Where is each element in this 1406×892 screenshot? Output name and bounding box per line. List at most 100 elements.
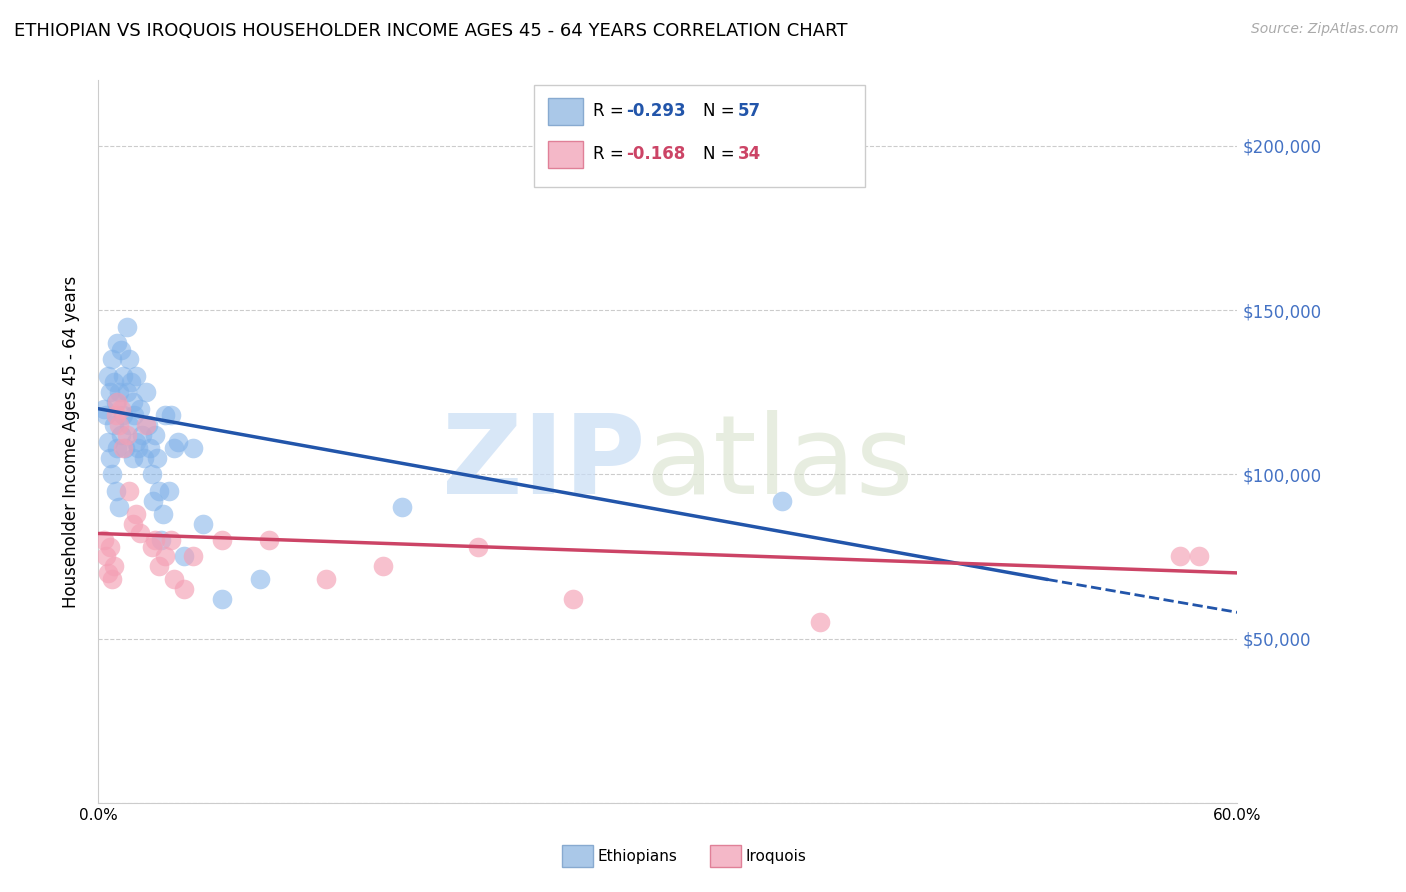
- Point: [148, 559, 170, 574]
- Point: [112, 368, 135, 383]
- Point: [1170, 549, 1192, 564]
- Point: [159, 409, 181, 423]
- Point: [135, 418, 157, 433]
- Point: [97, 434, 120, 449]
- Point: [112, 441, 135, 455]
- Point: [135, 385, 157, 400]
- Point: [391, 500, 413, 515]
- Point: [141, 467, 163, 482]
- Point: [152, 507, 174, 521]
- Text: R =: R =: [593, 145, 630, 163]
- Point: [249, 573, 271, 587]
- Point: [104, 483, 127, 498]
- Point: [104, 409, 127, 423]
- Point: [145, 428, 167, 442]
- Point: [770, 493, 793, 508]
- Point: [163, 573, 186, 587]
- Point: [167, 434, 190, 449]
- Point: [183, 441, 205, 455]
- Point: [94, 409, 117, 423]
- Point: [115, 385, 138, 400]
- Text: -0.293: -0.293: [626, 103, 685, 120]
- Point: [121, 516, 143, 531]
- Point: [97, 368, 120, 383]
- Point: [108, 385, 131, 400]
- Text: Ethiopians: Ethiopians: [598, 849, 678, 863]
- Point: [120, 376, 142, 390]
- Point: [93, 533, 115, 547]
- Text: R =: R =: [593, 103, 630, 120]
- Point: [808, 615, 831, 630]
- Point: [93, 401, 115, 416]
- Point: [145, 533, 167, 547]
- Point: [562, 592, 585, 607]
- Point: [467, 540, 489, 554]
- Point: [153, 549, 176, 564]
- Point: [100, 467, 122, 482]
- Point: [108, 500, 131, 515]
- Point: [191, 516, 214, 531]
- Point: [121, 450, 143, 465]
- Point: [183, 549, 205, 564]
- Point: [136, 418, 159, 433]
- Text: Source: ZipAtlas.com: Source: ZipAtlas.com: [1251, 22, 1399, 37]
- Point: [104, 395, 127, 409]
- Point: [97, 566, 120, 580]
- Text: ETHIOPIAN VS IROQUOIS HOUSEHOLDER INCOME AGES 45 - 64 YEARS CORRELATION CHART: ETHIOPIAN VS IROQUOIS HOUSEHOLDER INCOME…: [14, 22, 848, 40]
- Text: atlas: atlas: [645, 409, 914, 516]
- Point: [114, 441, 136, 455]
- Point: [103, 376, 125, 390]
- Point: [163, 441, 186, 455]
- Point: [259, 533, 281, 547]
- Text: ZIP: ZIP: [441, 409, 645, 516]
- Point: [141, 540, 163, 554]
- Point: [150, 533, 173, 547]
- Point: [121, 395, 143, 409]
- Point: [371, 559, 394, 574]
- Point: [153, 409, 176, 423]
- Point: [118, 352, 141, 367]
- Text: -0.168: -0.168: [626, 145, 685, 163]
- Point: [157, 483, 180, 498]
- Point: [148, 483, 170, 498]
- Point: [98, 450, 121, 465]
- Point: [110, 343, 132, 357]
- Point: [118, 483, 141, 498]
- Point: [125, 507, 148, 521]
- Point: [110, 401, 132, 416]
- Point: [103, 418, 125, 433]
- Point: [108, 418, 131, 433]
- Point: [107, 441, 129, 455]
- Point: [112, 409, 135, 423]
- Text: 34: 34: [738, 145, 762, 163]
- Point: [100, 352, 122, 367]
- Point: [159, 533, 181, 547]
- Text: 57: 57: [738, 103, 761, 120]
- Point: [107, 336, 129, 351]
- Point: [138, 441, 160, 455]
- Point: [127, 441, 149, 455]
- Point: [103, 559, 125, 574]
- Point: [142, 493, 165, 508]
- Point: [315, 573, 337, 587]
- Point: [132, 450, 155, 465]
- Text: N =: N =: [703, 103, 740, 120]
- Point: [107, 395, 129, 409]
- Point: [211, 592, 233, 607]
- Point: [124, 409, 146, 423]
- Point: [94, 549, 117, 564]
- Point: [98, 540, 121, 554]
- Point: [173, 582, 195, 597]
- Point: [100, 573, 122, 587]
- Text: N =: N =: [703, 145, 740, 163]
- Point: [211, 533, 233, 547]
- Point: [118, 418, 141, 433]
- Point: [125, 434, 148, 449]
- Text: Iroquois: Iroquois: [745, 849, 806, 863]
- Point: [129, 401, 152, 416]
- Point: [115, 428, 138, 442]
- Point: [115, 319, 138, 334]
- Point: [129, 526, 152, 541]
- Y-axis label: Householder Income Ages 45 - 64 years: Householder Income Ages 45 - 64 years: [62, 276, 80, 607]
- Point: [173, 549, 195, 564]
